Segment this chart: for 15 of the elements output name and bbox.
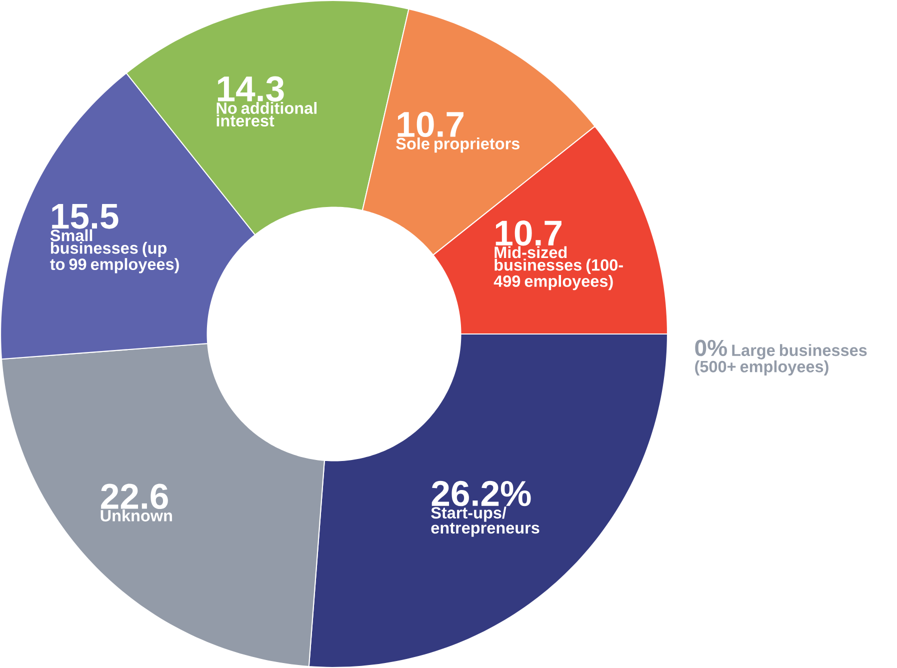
data-label: 22.6 — [101, 484, 168, 510]
slice-label: Mid-sized businesses (100-499 employees) — [494, 246, 623, 290]
slice-label: Unknown — [100, 510, 172, 522]
data-label: 15.5 — [52, 204, 118, 229]
data-label: 14.3 — [218, 76, 284, 102]
data-label: 10.7 — [398, 112, 464, 138]
slice-label: No additional interest — [216, 102, 316, 127]
data-label: 26.2% — [432, 480, 531, 506]
data-label: 10.7 — [496, 220, 562, 246]
slice-label: Start-ups/ entrepreneurs — [431, 506, 540, 537]
category-label: Large businesses — [732, 344, 867, 360]
slice-label: Small businesses (up to 99 employees) — [50, 229, 179, 274]
slice-label: Sole proprietors — [396, 138, 520, 153]
text: 0% — [695, 340, 727, 356]
category-label: (500+ employees) — [695, 360, 828, 376]
